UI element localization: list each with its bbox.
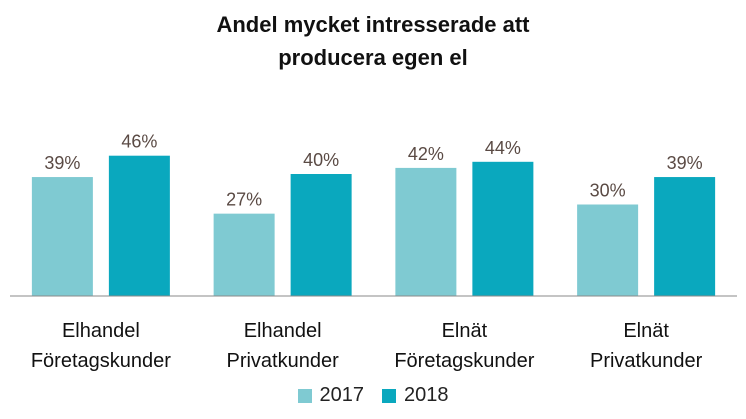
chart-title-line-1: Andel mycket intresserade att xyxy=(216,12,530,37)
category-label-1-line-2: Företagskunder xyxy=(31,350,171,372)
chart-title-line-2: producera egen el xyxy=(278,45,468,70)
value-label-2017-3: 42% xyxy=(408,144,444,164)
value-label-2017-1: 39% xyxy=(44,153,80,173)
legend-swatch-2018 xyxy=(382,388,396,403)
category-label-3-line-1: Elnät xyxy=(442,320,488,342)
value-label-2017-4: 30% xyxy=(590,181,626,201)
bar-2018-1 xyxy=(108,155,170,296)
bar-2017-3 xyxy=(395,167,457,296)
legend-item-2017: 2017 xyxy=(297,384,365,407)
category-label-1-line-1: Elhandel xyxy=(62,320,140,342)
value-label-2018-2: 40% xyxy=(303,150,339,170)
value-label-2018-3: 44% xyxy=(485,138,521,158)
legend-swatch-2017 xyxy=(297,388,312,403)
category-label-4-line-1: Elnät xyxy=(623,320,669,342)
legend-label-2017: 2017 xyxy=(319,384,365,406)
bar-2017-1 xyxy=(31,177,93,296)
legend-item-2018: 2018 xyxy=(382,384,449,407)
value-label-2017-2: 27% xyxy=(226,190,262,210)
bar-2018-3 xyxy=(472,161,534,296)
legend: 2017 2018 xyxy=(0,384,746,407)
bar-2018-4 xyxy=(654,177,716,296)
bar-2017-4 xyxy=(577,204,639,296)
bar-2017-2 xyxy=(213,213,275,296)
category-label-2-line-1: Elhandel xyxy=(244,320,322,342)
category-label-4-line-2: Privatkunder xyxy=(590,350,703,372)
category-label-3-line-2: Företagskunder xyxy=(394,350,534,372)
chart-title: Andel mycket intresserade att producera … xyxy=(0,8,746,74)
bar-2018-2 xyxy=(290,174,352,296)
legend-label-2018: 2018 xyxy=(404,384,449,406)
value-label-2018-4: 39% xyxy=(667,153,703,173)
value-label-2018-1: 46% xyxy=(121,132,157,152)
category-label-2-line-2: Privatkunder xyxy=(226,350,339,372)
